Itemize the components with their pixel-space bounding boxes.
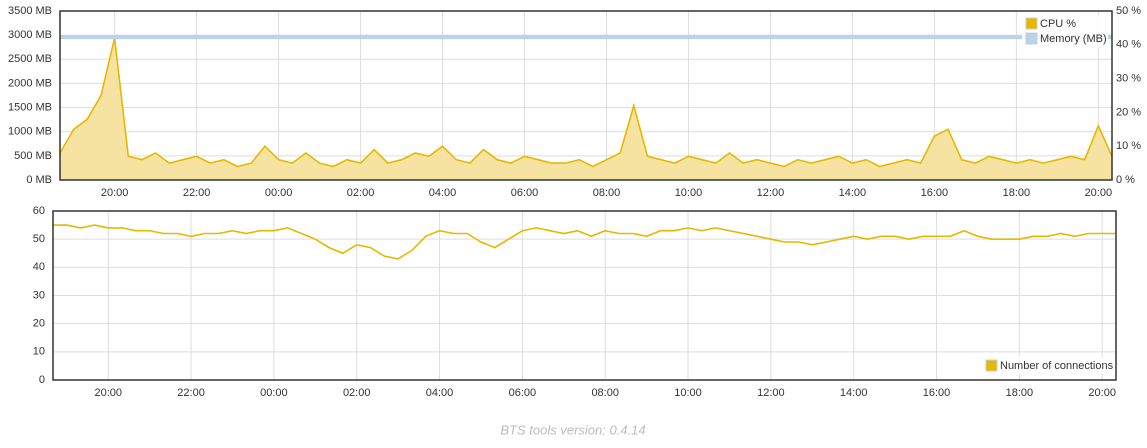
x-tick-label: 06:00 bbox=[509, 387, 537, 399]
x-tick-label: 18:00 bbox=[1006, 387, 1034, 399]
y2-tick-label: 30 % bbox=[1116, 73, 1141, 85]
y-tick-label: 2000 MB bbox=[8, 77, 52, 89]
x-tick-label: 20:00 bbox=[1085, 187, 1113, 199]
x-tick-label: 06:00 bbox=[511, 187, 539, 199]
x-tick-label: 00:00 bbox=[260, 387, 288, 399]
y-tick-label: 20 bbox=[33, 318, 45, 330]
legend-swatch bbox=[1025, 32, 1038, 45]
x-tick-label: 22:00 bbox=[177, 387, 205, 399]
legend-swatch bbox=[985, 359, 998, 372]
x-tick-label: 22:00 bbox=[183, 187, 211, 199]
y-tick-label: 60 bbox=[33, 205, 45, 217]
y2-tick-label: 50 % bbox=[1116, 5, 1141, 17]
x-tick-label: 16:00 bbox=[923, 387, 951, 399]
y-tick-label: 0 MB bbox=[26, 174, 52, 186]
plot-frame bbox=[59, 10, 1113, 181]
footer: BTS tools version: 0.4.14 bbox=[500, 422, 645, 437]
y2-tick-label: 10 % bbox=[1116, 140, 1141, 152]
x-tick-label: 04:00 bbox=[426, 387, 454, 399]
x-tick-label: 04:00 bbox=[429, 187, 457, 199]
x-tick-label: 12:00 bbox=[757, 187, 785, 199]
x-tick-label: 14:00 bbox=[840, 387, 868, 399]
y2-tick-label: 0 % bbox=[1116, 174, 1135, 186]
x-tick-label: 10:00 bbox=[674, 387, 702, 399]
x-tick-label: 10:00 bbox=[675, 187, 703, 199]
y-tick-label: 2500 MB bbox=[8, 53, 52, 65]
x-tick-label: 20:00 bbox=[1088, 387, 1116, 399]
y-tick-label: 1500 MB bbox=[8, 101, 52, 113]
y2-tick-label: 20 % bbox=[1116, 106, 1141, 118]
legend-label: Number of connections bbox=[1000, 360, 1114, 372]
x-tick-label: 08:00 bbox=[591, 387, 619, 399]
y-tick-label: 40 bbox=[33, 261, 45, 273]
x-tick-label: 18:00 bbox=[1003, 187, 1031, 199]
x-tick-label: 02:00 bbox=[343, 387, 371, 399]
series-line bbox=[53, 224, 1116, 260]
x-tick-label: 16:00 bbox=[921, 187, 949, 199]
x-tick-label: 02:00 bbox=[347, 187, 375, 199]
series-line bbox=[59, 37, 1113, 168]
y-tick-label: 30 bbox=[33, 289, 45, 301]
y-tick-label: 0 bbox=[39, 374, 45, 386]
x-tick-label: 00:00 bbox=[265, 187, 293, 199]
x-tick-label: 20:00 bbox=[94, 387, 122, 399]
y2-tick-label: 40 % bbox=[1116, 39, 1141, 51]
area bbox=[60, 38, 1112, 180]
y-tick-label: 10 bbox=[33, 346, 45, 358]
y-tick-label: 1000 MB bbox=[8, 126, 52, 138]
legend-label: Memory (MB) bbox=[1040, 33, 1107, 45]
x-tick-label: 14:00 bbox=[839, 187, 867, 199]
legend-swatch bbox=[1025, 17, 1038, 30]
x-tick-label: 20:00 bbox=[101, 187, 129, 199]
y-tick-label: 500 MB bbox=[14, 150, 52, 162]
y-tick-label: 3000 MB bbox=[8, 29, 52, 41]
legend-box bbox=[982, 357, 1112, 374]
legend-label: CPU % bbox=[1040, 18, 1076, 30]
y-tick-label: 3500 MB bbox=[8, 5, 52, 17]
y-tick-label: 50 bbox=[33, 233, 45, 245]
plot-frame bbox=[52, 210, 1117, 381]
x-tick-label: 08:00 bbox=[593, 187, 621, 199]
x-tick-label: 12:00 bbox=[757, 387, 785, 399]
